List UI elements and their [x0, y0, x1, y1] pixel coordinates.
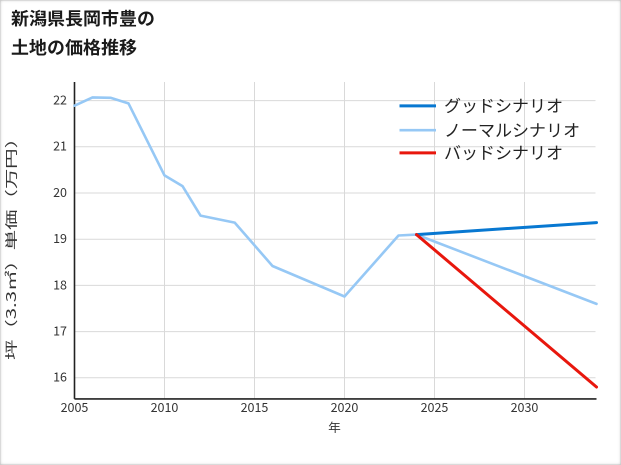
svg-text:2005: 2005	[61, 397, 89, 416]
svg-text:グッドシナリオ: グッドシナリオ	[444, 92, 563, 117]
svg-text:バッドシナリオ: バッドシナリオ	[444, 139, 563, 164]
svg-text:2015: 2015	[241, 397, 269, 416]
svg-text:22: 22	[53, 90, 67, 109]
svg-text:19: 19	[53, 228, 67, 247]
svg-text:年: 年	[328, 417, 341, 436]
svg-text:18: 18	[53, 274, 67, 293]
svg-text:坪（3.3㎡）単価（万円）: 坪（3.3㎡）単価（万円）	[1, 128, 20, 360]
svg-text:16: 16	[53, 367, 67, 386]
svg-text:21: 21	[53, 136, 67, 155]
svg-text:2025: 2025	[421, 397, 449, 416]
svg-text:2030: 2030	[511, 397, 539, 416]
svg-text:17: 17	[53, 321, 67, 340]
svg-text:2010: 2010	[151, 397, 179, 416]
svg-text:2020: 2020	[331, 397, 359, 416]
svg-text:20: 20	[53, 182, 67, 201]
svg-text:ノーマルシナリオ: ノーマルシナリオ	[444, 116, 580, 141]
